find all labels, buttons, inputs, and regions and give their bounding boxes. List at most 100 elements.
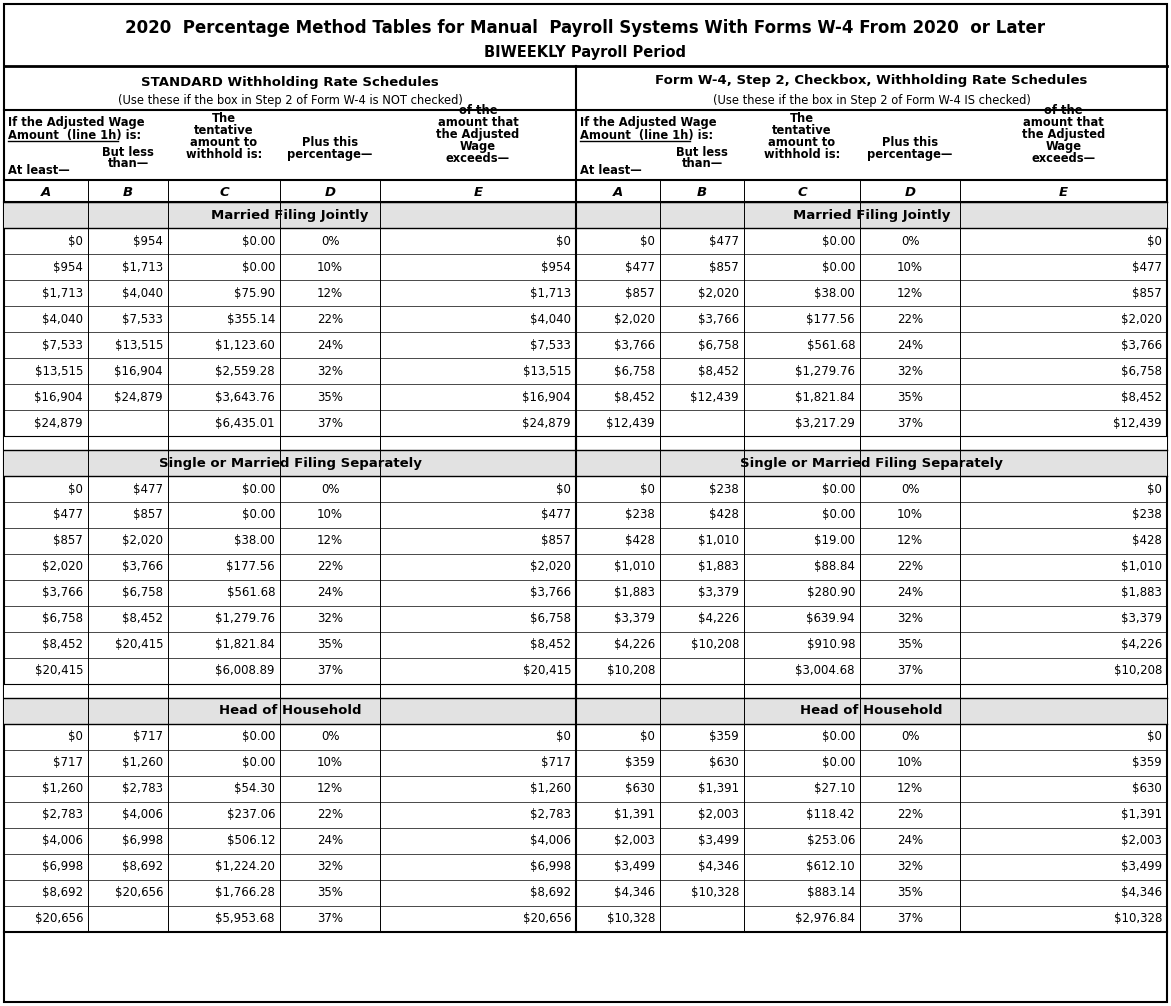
Text: B: B [697,185,707,198]
Text: (Use these if the box in Step 2 of Form W-4 IS checked): (Use these if the box in Step 2 of Form … [713,94,1030,107]
Text: $7,533: $7,533 [530,338,571,351]
Text: $506.12: $506.12 [226,835,275,847]
Text: Plus this: Plus this [882,136,938,149]
Text: $2,003: $2,003 [1121,835,1162,847]
Text: $24,879: $24,879 [115,390,163,403]
Text: Head of Household: Head of Household [219,704,361,717]
Text: D: D [324,185,336,198]
Text: 35%: 35% [317,886,343,899]
Text: $717: $717 [541,757,571,770]
Text: $2,783: $2,783 [530,809,571,822]
Text: $0: $0 [68,234,83,247]
Text: $954: $954 [541,261,571,274]
Text: $0.00: $0.00 [822,508,855,521]
Text: 35%: 35% [317,390,343,403]
Text: $359: $359 [710,730,739,743]
Text: Married Filing Jointly: Married Filing Jointly [793,208,950,221]
Text: BIWEEKLY Payroll Period: BIWEEKLY Payroll Period [485,44,686,59]
Text: $3,379: $3,379 [614,613,655,626]
Text: $1,391: $1,391 [698,783,739,796]
Text: If the Adjusted Wage: If the Adjusted Wage [8,116,144,129]
Text: 0%: 0% [321,730,340,743]
Text: $20,656: $20,656 [115,886,163,899]
Text: $4,226: $4,226 [614,639,655,652]
Text: $19.00: $19.00 [814,534,855,547]
Bar [4,450,1167,476]
Text: $13,515: $13,515 [35,364,83,377]
Text: $6,758: $6,758 [1121,364,1162,377]
Text: $857: $857 [710,261,739,274]
Text: $24,879: $24,879 [522,416,571,430]
Text: amount to: amount to [768,136,836,149]
Text: $0: $0 [68,730,83,743]
Text: $0.00: $0.00 [241,508,275,521]
Text: $2,020: $2,020 [614,313,655,326]
Text: $238: $238 [710,483,739,496]
Text: 24%: 24% [317,338,343,351]
Text: $0.00: $0.00 [822,757,855,770]
Text: $954: $954 [53,261,83,274]
Text: amount that: amount that [438,116,519,129]
Text: $118.42: $118.42 [807,809,855,822]
Text: $1,260: $1,260 [122,757,163,770]
Text: tentative: tentative [772,124,831,137]
Text: $3,766: $3,766 [1121,338,1162,351]
Text: $8,452: $8,452 [530,639,571,652]
Text: amount to: amount to [191,136,258,149]
Text: $717: $717 [133,730,163,743]
Text: $6,758: $6,758 [122,586,163,600]
Text: 32%: 32% [897,613,923,626]
Text: $4,226: $4,226 [698,613,739,626]
Text: of the: of the [459,104,498,117]
Text: 37%: 37% [897,912,923,926]
Text: 12%: 12% [317,534,343,547]
Text: exceeds—: exceeds— [1032,152,1096,165]
Text: $8,692: $8,692 [122,860,163,873]
Text: $0.00: $0.00 [822,261,855,274]
Text: $3,499: $3,499 [1121,860,1162,873]
Text: 2020  Percentage Method Tables for Manual  Payroll Systems With Forms W-4 From 2: 2020 Percentage Method Tables for Manual… [125,19,1046,37]
Text: 37%: 37% [897,665,923,677]
Text: $10,328: $10,328 [1114,912,1162,926]
Text: 22%: 22% [317,313,343,326]
Text: If the Adjusted Wage: If the Adjusted Wage [580,116,717,129]
Text: $0.00: $0.00 [241,757,275,770]
Text: than—: than— [682,157,723,169]
Text: percentage—: percentage— [868,148,953,161]
Text: $883.14: $883.14 [807,886,855,899]
Text: 37%: 37% [317,665,343,677]
Text: $1,260: $1,260 [529,783,571,796]
Text: $428: $428 [1132,534,1162,547]
Text: $6,758: $6,758 [614,364,655,377]
Text: But less: But less [676,146,728,159]
Text: withhold is:: withhold is: [186,148,262,161]
Text: $8,692: $8,692 [529,886,571,899]
Text: $4,040: $4,040 [122,287,163,300]
Text: $717: $717 [53,757,83,770]
Text: Married Filing Jointly: Married Filing Jointly [211,208,369,221]
Text: 35%: 35% [897,886,923,899]
Text: $12,439: $12,439 [691,390,739,403]
Text: Plus this: Plus this [302,136,358,149]
Text: Wage: Wage [460,140,497,153]
Text: $16,904: $16,904 [115,364,163,377]
Text: $1,123.60: $1,123.60 [215,338,275,351]
Text: the Adjusted: the Adjusted [1022,128,1105,141]
Text: 37%: 37% [317,912,343,926]
Text: $38.00: $38.00 [814,287,855,300]
Text: $1,713: $1,713 [122,261,163,274]
Text: $1,713: $1,713 [42,287,83,300]
Text: $20,656: $20,656 [522,912,571,926]
Text: $253.06: $253.06 [807,835,855,847]
Text: But less: But less [102,146,153,159]
Text: $1,883: $1,883 [614,586,655,600]
Text: $10,328: $10,328 [691,886,739,899]
Text: $1,883: $1,883 [1121,586,1162,600]
Text: (Use these if the box in Step 2 of Form W-4 is NOT checked): (Use these if the box in Step 2 of Form … [117,94,463,107]
Text: $3,379: $3,379 [698,586,739,600]
Text: $8,692: $8,692 [42,886,83,899]
Text: $1,010: $1,010 [614,560,655,573]
Text: 12%: 12% [317,287,343,300]
Text: $359: $359 [625,757,655,770]
Text: $2,020: $2,020 [530,560,571,573]
